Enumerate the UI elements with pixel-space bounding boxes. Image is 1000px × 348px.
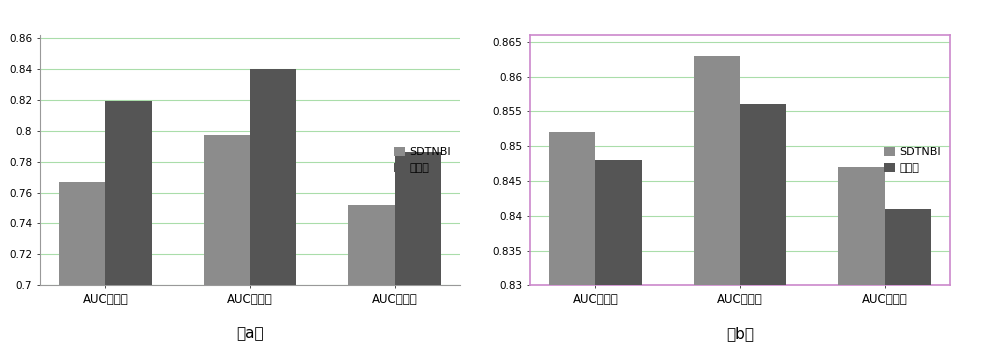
Bar <box>204 135 250 348</box>
Bar <box>740 104 786 348</box>
Bar <box>838 167 885 348</box>
Bar <box>395 152 441 348</box>
Bar <box>105 101 152 348</box>
Bar <box>694 56 740 348</box>
Bar <box>250 69 296 348</box>
Text: （b）: （b） <box>726 326 754 342</box>
Bar <box>348 205 395 348</box>
Legend: SDTNBI, 本发明: SDTNBI, 本发明 <box>881 143 944 177</box>
Text: （a）: （a） <box>236 326 264 342</box>
Bar <box>549 132 595 348</box>
Bar <box>59 182 105 348</box>
Bar <box>885 209 931 348</box>
Legend: SDTNBI, 本发明: SDTNBI, 本发明 <box>391 143 454 177</box>
Bar <box>595 160 642 348</box>
